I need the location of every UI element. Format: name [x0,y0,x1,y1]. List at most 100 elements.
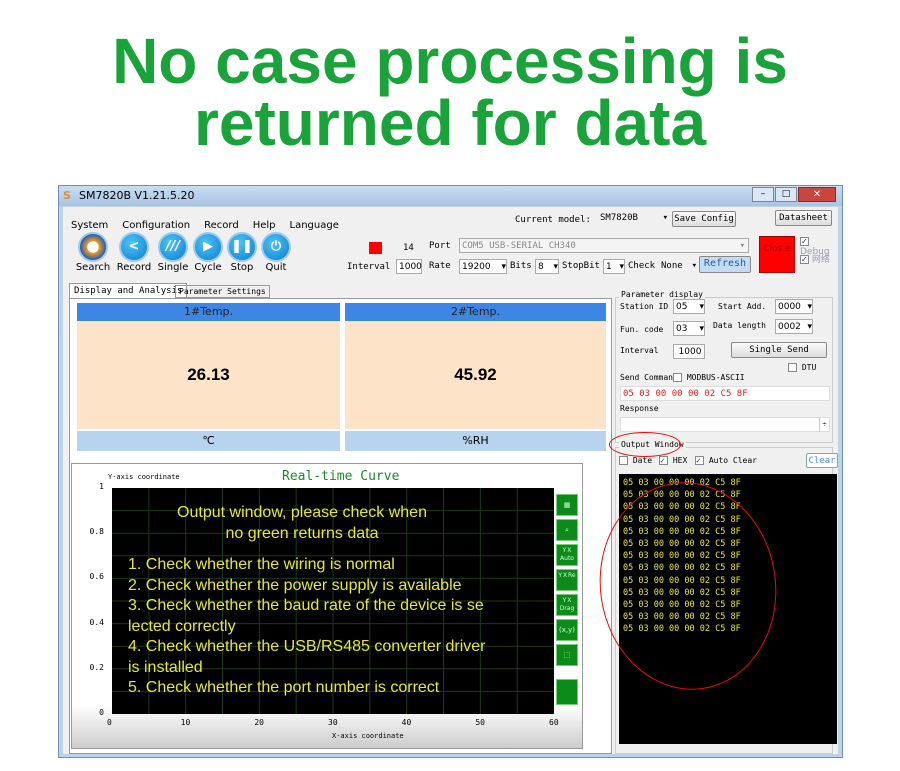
chart-tools: ▦ ⌕ Y X Auto Y X Re Y X Drag (x,y) ⬚ [556,494,578,705]
card-value: 26.13 [77,321,340,429]
x-axis-label: X-axis coordinate [332,732,404,740]
message-line: no green returns data [225,524,379,542]
param-interval-input[interactable]: 1000 [673,344,705,359]
plot-area[interactable]: Output window, please check when no gree… [112,488,554,714]
output-line: 05 03 00 00 00 02 C5 8F [623,563,741,574]
toolbar-single[interactable]: ///Single [155,232,191,273]
auto-clear-checkbox[interactable]: ✓ Auto Clear [695,456,757,465]
parameter-display-title: Parameter display [619,290,705,299]
message-line: 1. Check whether the wiring is normal [128,556,395,573]
grid-toggle-button[interactable]: ▦ [556,494,578,516]
select-button[interactable]: ⬚ [556,644,578,666]
y-tick-label: 0 [99,708,104,717]
highlight-ellipse [609,432,681,457]
close-port-button[interactable]: Clos e [759,236,795,273]
close-window-button[interactable]: ✕ [798,187,836,202]
data-length-label: Data length [713,321,766,330]
pause-icon: ❚❚ [227,232,257,262]
chart-title: Real-time Curve [282,469,400,484]
output-line: 05 03 00 00 00 02 C5 8F [623,478,741,488]
menu-language[interactable]: Language [289,220,339,231]
reset-button[interactable]: Y X Re [556,569,578,591]
client-area: System Configuration Record Help Language ✓ S… [63,207,838,754]
rate-select[interactable]: 19200 ▾ [459,259,507,274]
output-line: 05 03 00 00 00 02 C5 8F [623,490,741,501]
menu-record[interactable]: Record [204,220,239,231]
station-id-select[interactable]: 05 ▾ [673,299,705,314]
app-window: S SM7820B V1.21.5.20 – □ ✕ System Configu… [58,185,843,758]
y-tick-label: 0.8 [89,527,104,537]
start-address-select[interactable]: 0000 ▾ [775,299,813,314]
function-code-label: Fun. code [620,325,664,334]
hex-checkbox[interactable]: ✓ HEX [659,456,688,465]
tab-parameter-settings[interactable]: Parameter Settings [175,285,270,298]
check-select[interactable]: None ▾ [661,261,697,271]
x-tick-label: 40 [401,718,412,727]
temp-card-1: 1#Temp. 26.13 ℃ [77,303,340,451]
auto-scale-button[interactable]: Y X Auto [556,544,578,566]
dtu-checkbox[interactable]: DTU [788,363,816,372]
data-length-select[interactable]: 0002 ▾ [775,319,813,334]
port-select[interactable]: COM5 USB-SERIAL CH340 ▾ [459,238,749,253]
toolbar-stop[interactable]: ❚❚ Stop [225,232,259,273]
debug-checkbox[interactable]: ✓ Debug [800,237,830,257]
stopbit-select[interactable]: 1 ▾ [603,259,625,274]
screen-button[interactable] [556,679,578,705]
toolbar-record[interactable]: < Record [113,232,155,273]
x-tick-label: 0 [107,718,112,727]
clear-button[interactable]: Clear [806,453,838,468]
chevron-down-icon: ▾ [553,262,558,272]
menu-configuration[interactable]: Configuration [122,220,191,231]
x-tick-label: 60 [549,718,559,727]
minimize-button[interactable]: – [752,187,774,202]
save-config-button[interactable]: Save Config [672,211,736,227]
search-logo-icon: ✓ [78,232,108,262]
port-label: Port [429,241,451,251]
tab-display-analysis[interactable]: Display and Analysis [69,283,188,298]
single-icon: /// [158,232,188,262]
message-line: 2. Check whether the power supply is ava… [128,576,462,594]
card-title: 1#Temp. [77,303,340,321]
share-icon: < [119,232,149,262]
toolbar: ✓ Search < Record ///Single ▶ Cycle ❚❚ Stop … [73,232,293,273]
maximize-button[interactable]: □ [775,187,797,202]
zoom-button[interactable]: ⌕ [556,519,578,541]
toolbar-search[interactable]: ✓ Search [73,232,113,273]
response-input[interactable]: ÷ [620,417,830,432]
card-unit: ℃ [77,431,340,451]
output-line: 05 03 00 00 00 02 C5 8F [623,612,741,623]
send-command-input[interactable]: 05 03 00 00 00 02 C5 8F [620,386,830,401]
play-icon: ▶ [193,232,223,262]
bits-select[interactable]: 8 ▾ [535,259,559,274]
headline: No case processing is returned for data [112,25,788,159]
app-logo-icon: S [63,189,71,202]
window-title: SM7820B V1.21.5.20 [79,189,195,202]
menu-help[interactable]: Help [252,220,276,231]
response-label: Response [620,404,659,413]
drag-button[interactable]: Y X Drag [556,594,578,616]
date-checkbox[interactable]: Date [619,456,652,465]
menu-system[interactable]: System [71,220,109,231]
network-checkbox[interactable]: ✓ 网络 [800,255,830,265]
model-select[interactable]: SM7820B ▾ [600,213,668,223]
output-line: 05 03 00 00 00 02 C5 8F [623,600,741,611]
modbus-ascii-checkbox[interactable] [672,373,682,382]
chevron-down-icon: ▾ [739,241,745,251]
toolbar-cycle[interactable]: ▶ Cycle [191,232,225,273]
single-send-button[interactable]: Single Send [731,342,827,358]
datasheet-button[interactable]: Datasheet [775,210,832,226]
refresh-button[interactable]: Refresh [699,256,751,273]
output-log[interactable]: 05 03 00 00 00 02 C5 8F 05 03 00 00 00 02… [619,474,837,744]
title-bar: S SM7820B V1.21.5.20 – □ ✕ [59,186,842,206]
send-command-row: Send Comman MODBUS-ASCII [620,373,745,382]
output-line: 05 03 00 00 00 02 C5 8F [623,624,741,635]
function-code-select[interactable]: 03 ▾ [673,321,705,336]
rate-label: Rate [429,261,451,271]
interval-input[interactable]: 1000 [396,259,422,274]
coordinate-button[interactable]: (x,y) [556,619,578,641]
y-tick-label: 0.6 [89,572,104,582]
output-line: 05 03 00 00 00 02 C5 8F [623,587,741,598]
chevron-down-icon: ▾ [691,261,697,271]
toolbar-quit[interactable]: ⏻ Quit [259,232,293,273]
card-unit: %RH [345,431,606,451]
